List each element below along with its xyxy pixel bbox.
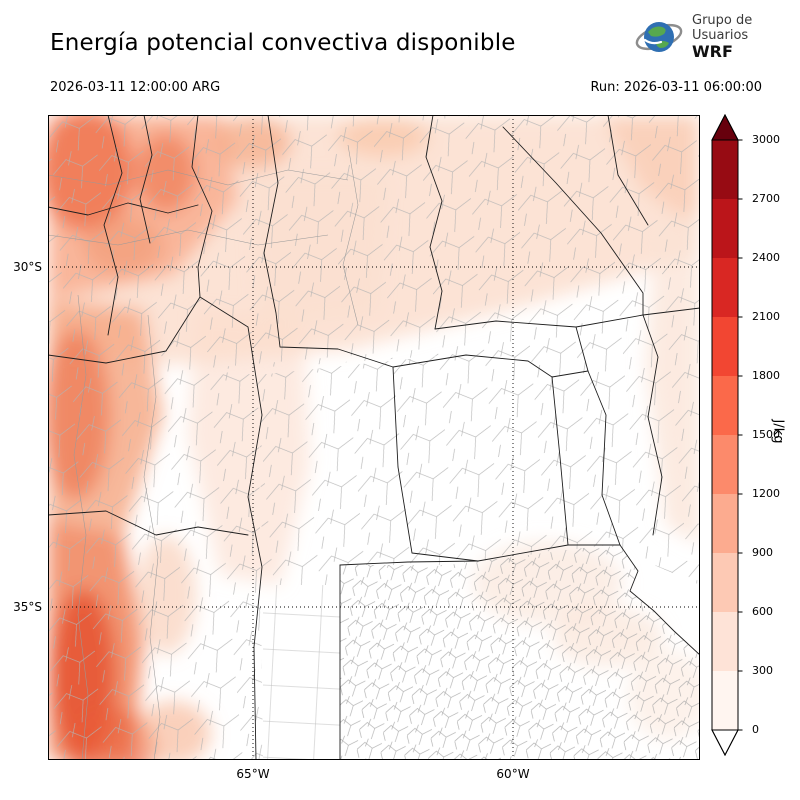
wrf-logo-text: Grupo de Usuarios WRF	[692, 13, 752, 61]
lat-tick-30s: 30°S	[13, 260, 42, 274]
colorbar-tick-label: 2100	[752, 310, 780, 323]
globe-icon	[635, 22, 683, 52]
page-title: Energía potencial convectiva disponible	[50, 30, 516, 56]
province-boundaries	[48, 115, 700, 760]
colorbar-tick-label: 2700	[752, 192, 780, 205]
lon-tick-60w: 60°W	[496, 767, 530, 781]
department-boundaries	[48, 115, 700, 760]
colorbar-segments	[712, 140, 738, 730]
logo-line-wrf: WRF	[692, 42, 733, 61]
logo-line-1: Grupo de	[692, 13, 753, 28]
colorbar-tick-label: 900	[752, 546, 773, 559]
colorbar-tickmarks	[738, 139, 743, 731]
colorbar-tick-labels: 0 300 600 900 1200 1500 1800 2100 2400 2700 3000	[752, 0, 798, 800]
colorbar-under-arrow	[711, 729, 739, 757]
colorbar-over-arrow	[711, 113, 739, 141]
colorbar-tick-label: 600	[752, 605, 773, 618]
colorbar-tick-label: 2400	[752, 251, 780, 264]
logo-line-2: Usuarios	[692, 28, 749, 43]
colorbar-tick-label: 300	[752, 664, 773, 677]
colorbar-unit-label: J/kg	[770, 419, 786, 444]
lat-tick-35s: 35°S	[13, 600, 42, 614]
map-frame	[48, 115, 700, 760]
colorbar	[711, 113, 743, 757]
colorbar-tick-label: 1200	[752, 487, 780, 500]
colorbar-tick-label: 1800	[752, 369, 780, 382]
colorbar-tick-label: 3000	[752, 133, 780, 146]
wrf-logo: Grupo de Usuarios WRF	[634, 12, 752, 62]
run-time-label: Run: 2026-03-11 06:00:00	[590, 80, 762, 95]
graticule-gridlines	[48, 115, 700, 760]
lon-tick-65w: 65°W	[236, 767, 270, 781]
colorbar-tick-label: 0	[752, 723, 759, 736]
colorbar-tick-label: 1500	[752, 428, 780, 441]
map-canvas	[48, 115, 700, 760]
valid-time-label: 2026-03-11 12:00:00 ARG	[50, 80, 221, 95]
